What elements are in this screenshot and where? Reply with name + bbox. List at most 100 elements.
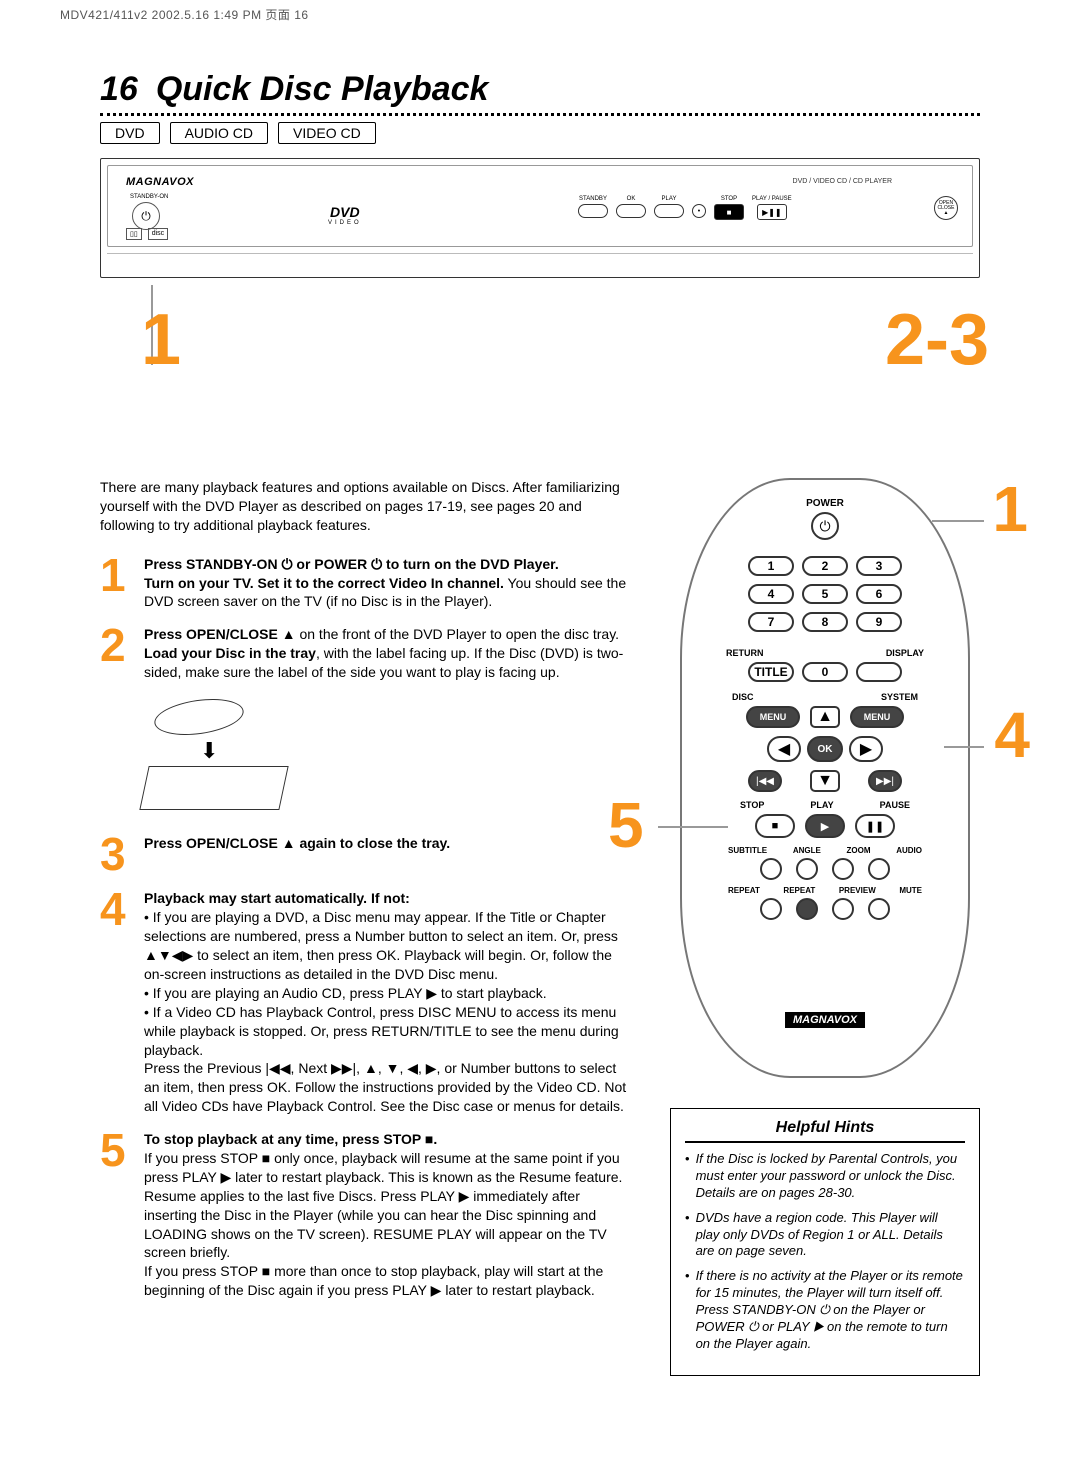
remote-brand: MAGNAVOX xyxy=(785,1012,865,1028)
disc-system-labels: DISC SYSTEM xyxy=(732,692,918,702)
pause-button: ❚❚ xyxy=(855,814,895,838)
dolby-icon: ▯▯ xyxy=(126,228,142,240)
hint-2-text: DVDs have a region code. This Player wil… xyxy=(696,1210,965,1261)
numkey-2: 2 xyxy=(802,556,848,576)
format-icons: ▯▯ disc xyxy=(126,228,168,240)
repeat-button xyxy=(760,898,782,920)
preview-button xyxy=(832,898,854,920)
nav-ok-row: ◀ OK ▶ xyxy=(767,736,883,762)
hint-1: If the Disc is locked by Parental Contro… xyxy=(685,1151,965,1202)
play-label: PLAY xyxy=(810,800,833,810)
callout-line-r5 xyxy=(658,826,728,828)
system-label: SYSTEM xyxy=(881,692,918,702)
step-4-p1: • If you are playing a DVD, a Disc menu … xyxy=(144,909,618,982)
down-arrow-icon: ⬇ xyxy=(200,736,218,766)
hints-title: Helpful Hints xyxy=(685,1119,965,1143)
player-type-label: DVD / VIDEO CD / CD PLAYER xyxy=(793,178,892,185)
numkey-4: 4 xyxy=(748,584,794,604)
pause-label: PAUSE xyxy=(880,800,910,810)
print-header: MDV421/411v2 2002.5.16 1:49 PM 页面 16 xyxy=(60,6,309,23)
helpful-hints-box: Helpful Hints If the Disc is locked by P… xyxy=(670,1108,980,1376)
step-3-number: 3 xyxy=(100,834,134,875)
dvd-logo: DVD VIDEO xyxy=(328,204,362,226)
title-zero-row: TITLE 0 xyxy=(748,662,902,682)
zoom-button xyxy=(832,858,854,880)
step-2-number: 2 xyxy=(100,625,134,682)
subtitle-button xyxy=(760,858,782,880)
open-close-button: OPEN CLOSE ▲ xyxy=(934,196,958,220)
numkey-0: 0 xyxy=(802,662,848,682)
step-3-body: Press OPEN/CLOSE ▲ again to close the tr… xyxy=(144,834,630,875)
disc-shape xyxy=(152,694,246,740)
disc-icon: disc xyxy=(148,228,168,240)
dvd-logo-sub: VIDEO xyxy=(328,220,362,226)
step-2-bold2: Load your Disc in the tray xyxy=(144,645,316,661)
btn-ok: OK xyxy=(616,196,646,218)
preview-label: PREVIEW xyxy=(839,886,876,895)
tab-audio-cd: AUDIO CD xyxy=(170,122,268,144)
step-5-p3: If you press STOP ■ more than once to st… xyxy=(144,1263,603,1298)
stop-play-pause-labels: STOP PLAY PAUSE xyxy=(740,800,910,810)
content: There are many playback features and opt… xyxy=(100,478,980,1376)
stop-button: ■ xyxy=(755,814,795,838)
btn-play: PLAY xyxy=(654,196,684,218)
disc-loading-illustration: ⬇ xyxy=(144,696,294,816)
step-4-bold: Playback may start automatically. If not… xyxy=(144,890,410,906)
small-row2-labels: REPEAT REPEAT PREVIEW MUTE xyxy=(728,886,922,895)
hint-3-text: If there is no activity at the Player or… xyxy=(696,1268,965,1352)
subtitle-label: SUBTITLE xyxy=(728,846,767,855)
disc-menu-button: MENU xyxy=(746,706,800,728)
page-title: Quick Disc Playback xyxy=(156,70,489,109)
skip-row: |◀◀ ▼ ▶▶| xyxy=(748,770,902,792)
power-button: ⏻ xyxy=(811,512,839,540)
tray-shape xyxy=(139,766,288,810)
step-4-p4: Press the Previous |◀◀, Next ▶▶|, ▲, ▼, … xyxy=(144,1060,626,1114)
tab-video-cd: VIDEO CD xyxy=(278,122,376,144)
step-5: 5 To stop playback at any time, press ST… xyxy=(100,1130,630,1300)
callout-2-3: 2-3 xyxy=(885,299,989,381)
intro-text: There are many playback features and opt… xyxy=(100,478,630,535)
step-1-bold1: Press STANDBY-ON ⏻ or POWER ⏻ to turn on… xyxy=(144,556,559,572)
player-brand: MAGNAVOX xyxy=(126,176,194,188)
system-menu-button: MENU xyxy=(850,706,904,728)
step-1-number: 1 xyxy=(100,555,134,612)
numkey-6: 6 xyxy=(856,584,902,604)
player-inner: MAGNAVOX STANDBY-ON ⏻ DVD VIDEO DVD / VI… xyxy=(107,165,973,247)
callout-1: 1 xyxy=(141,299,181,381)
step-5-bold: To stop playback at any time, press STOP… xyxy=(144,1131,437,1147)
btn-playpause: PLAY / PAUSE▶❚❚ xyxy=(752,196,792,220)
mute-button xyxy=(868,898,890,920)
disc-label: DISC xyxy=(732,692,754,702)
nav-right: ▶ xyxy=(849,736,883,762)
step-1-body: Press STANDBY-ON ⏻ or POWER ⏻ to turn on… xyxy=(144,555,630,612)
btn-ir: • xyxy=(692,196,706,218)
step-5-p2: Resume applies to the last five Discs. P… xyxy=(144,1188,607,1261)
hint-2: DVDs have a region code. This Player wil… xyxy=(685,1210,965,1261)
angle-button xyxy=(796,858,818,880)
step-4: 4 Playback may start automatically. If n… xyxy=(100,889,630,1116)
step-5-number: 5 xyxy=(100,1130,134,1300)
step-1: 1 Press STANDBY-ON ⏻ or POWER ⏻ to turn … xyxy=(100,555,630,612)
disc-type-tabs: DVD AUDIO CD VIDEO CD xyxy=(100,122,980,144)
ok-button: OK xyxy=(807,736,843,762)
return-display-labels: RETURN DISPLAY xyxy=(726,648,924,658)
step-3-bold: Press OPEN/CLOSE ▲ again to close the tr… xyxy=(144,835,450,851)
tab-dvd: DVD xyxy=(100,122,160,144)
step-5-body: To stop playback at any time, press STOP… xyxy=(144,1130,630,1300)
nav-left: ◀ xyxy=(767,736,801,762)
step-2-body: Press OPEN/CLOSE ▲ on the front of the D… xyxy=(144,625,630,682)
blank-button xyxy=(856,662,902,682)
repeat-ab-button xyxy=(796,898,818,920)
nav-down: ▼ xyxy=(810,770,840,792)
return-label: RETURN xyxy=(726,648,764,658)
zoom-label: ZOOM xyxy=(847,846,871,855)
page-number: 16 xyxy=(100,70,138,109)
repeat-ab-label: REPEAT xyxy=(783,886,815,895)
numkey-5: 5 xyxy=(802,584,848,604)
step-3: 3 Press OPEN/CLOSE ▲ again to close the … xyxy=(100,834,630,875)
page: 16 Quick Disc Playback DVD AUDIO CD VIDE… xyxy=(100,70,980,1376)
number-pad: 1 2 3 4 5 6 7 8 9 xyxy=(748,556,902,632)
standby-button: ⏻ xyxy=(132,202,160,230)
step-4-p3: • If a Video CD has Playback Control, pr… xyxy=(144,1004,619,1058)
title-row: 16 Quick Disc Playback xyxy=(100,70,980,116)
